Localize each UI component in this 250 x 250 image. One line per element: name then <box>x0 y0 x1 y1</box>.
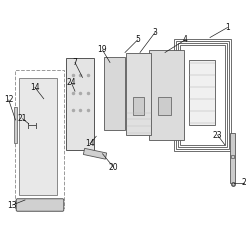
Text: 14: 14 <box>30 83 40 92</box>
Polygon shape <box>83 148 107 159</box>
Bar <box>178 43 227 147</box>
Text: 1: 1 <box>225 23 230 32</box>
Text: 13: 13 <box>8 200 17 209</box>
Text: 2: 2 <box>242 178 246 187</box>
Bar <box>189 60 215 125</box>
Bar <box>104 58 125 130</box>
Text: 24: 24 <box>66 78 76 87</box>
Bar <box>174 39 231 151</box>
Text: 7: 7 <box>72 58 78 67</box>
Bar <box>19 78 58 195</box>
Bar <box>176 41 229 149</box>
Bar <box>126 52 151 135</box>
Bar <box>14 108 17 142</box>
Text: 20: 20 <box>109 163 118 172</box>
Bar <box>180 45 225 145</box>
Text: 3: 3 <box>152 28 158 37</box>
Text: 4: 4 <box>182 36 188 44</box>
FancyBboxPatch shape <box>16 199 64 211</box>
Bar <box>132 98 144 115</box>
Text: 5: 5 <box>135 36 140 44</box>
Bar <box>149 50 184 140</box>
Bar <box>158 98 171 115</box>
Text: 12: 12 <box>4 96 14 104</box>
Text: 21: 21 <box>18 114 27 123</box>
Text: 23: 23 <box>213 130 222 140</box>
Text: 14: 14 <box>85 139 95 148</box>
Text: 19: 19 <box>98 46 107 54</box>
Bar <box>230 132 235 182</box>
Bar <box>66 58 94 150</box>
Bar <box>15 70 64 207</box>
Bar <box>231 154 234 158</box>
